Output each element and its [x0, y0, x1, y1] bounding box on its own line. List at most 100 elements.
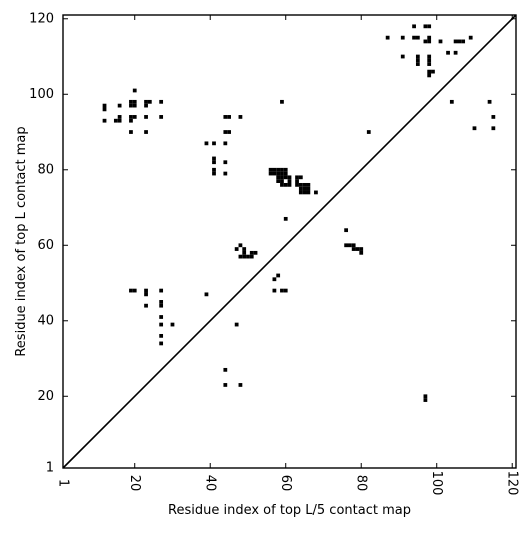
contact-point	[423, 39, 428, 44]
contact-point	[295, 182, 299, 187]
y-tick-label: 80	[37, 162, 54, 177]
contact-point	[204, 141, 209, 146]
contact-point	[427, 24, 432, 29]
contact-point	[117, 115, 122, 119]
contact-point	[159, 322, 164, 327]
contact-point	[144, 99, 148, 104]
contact-point	[280, 175, 284, 180]
contact-point	[385, 35, 390, 40]
contact-point	[431, 69, 435, 74]
contact-point	[238, 254, 243, 259]
contact-point	[129, 115, 133, 119]
contact-point	[415, 54, 420, 59]
contact-point	[234, 322, 239, 327]
contact-point	[102, 118, 107, 123]
contact-point	[283, 167, 288, 172]
contact-point	[129, 103, 133, 108]
x-tick-label: 100	[429, 471, 444, 496]
contact-point	[287, 182, 292, 187]
contact-point	[491, 126, 496, 131]
contact-point	[132, 288, 137, 293]
contact-point	[359, 250, 364, 255]
contact-point	[227, 115, 231, 119]
contact-point	[355, 247, 360, 251]
contact-point	[306, 182, 311, 187]
contact-point	[344, 228, 349, 233]
contact-point	[212, 160, 216, 165]
contact-point	[212, 171, 216, 176]
contact-point	[348, 243, 352, 248]
contact-point	[223, 383, 228, 387]
x-tick-label: 1	[56, 479, 71, 487]
contact-point	[400, 54, 405, 59]
contact-point	[283, 171, 288, 176]
x-tick-label: 80	[354, 475, 369, 492]
contact-point	[132, 99, 137, 104]
contact-point	[144, 115, 148, 119]
contact-point	[212, 167, 216, 172]
contact-point	[170, 322, 175, 327]
contact-point	[427, 54, 432, 59]
contact-point	[132, 115, 137, 119]
contact-point	[412, 35, 416, 40]
y-tick-label: 1	[46, 461, 54, 476]
contact-point	[280, 179, 284, 183]
contact-point	[280, 182, 284, 187]
contact-point	[159, 288, 164, 293]
plot-frame	[62, 14, 517, 469]
contact-point	[276, 273, 281, 278]
y-axis-label: Residue index of top L contact map	[14, 126, 29, 356]
contact-point	[272, 167, 277, 172]
contact-point	[223, 367, 228, 372]
contact-point	[223, 130, 228, 134]
contact-point	[351, 243, 356, 248]
contact-point	[159, 341, 164, 346]
contact-point	[268, 171, 273, 176]
contact-point	[306, 186, 311, 191]
contact-point	[276, 171, 281, 176]
contact-point	[144, 288, 148, 293]
contact-point	[366, 130, 371, 134]
contact-point	[453, 50, 458, 55]
contact-point	[144, 130, 148, 134]
contact-point	[159, 99, 164, 104]
contact-point	[314, 190, 318, 195]
contact-point	[117, 103, 122, 108]
y-tick-label: 100	[29, 87, 54, 102]
contact-point	[302, 182, 307, 187]
contact-point	[117, 118, 122, 123]
contact-point	[457, 39, 462, 44]
contact-point	[223, 141, 228, 146]
contact-point	[283, 288, 288, 293]
contact-point	[280, 99, 284, 104]
contact-point	[159, 115, 164, 119]
contact-point	[298, 190, 303, 195]
contact-point	[272, 171, 277, 176]
contact-point	[468, 35, 473, 40]
contact-point	[295, 175, 299, 180]
contact-point	[212, 141, 216, 146]
contact-point	[276, 179, 281, 183]
contact-point	[306, 190, 311, 195]
contact-point	[280, 288, 284, 293]
contact-point	[159, 303, 164, 308]
contact-point	[423, 24, 428, 29]
contact-point	[102, 107, 107, 112]
contact-point	[249, 254, 254, 259]
contact-point	[132, 103, 137, 108]
contact-point	[427, 35, 432, 40]
contact-point	[223, 115, 228, 119]
contact-point	[287, 179, 292, 183]
contact-point	[129, 288, 133, 293]
contact-point	[472, 126, 477, 131]
contact-point	[272, 277, 277, 282]
contact-point	[427, 39, 432, 44]
contact-point	[298, 182, 303, 187]
x-axis-label: Residue index of top L/5 contact map	[168, 503, 411, 518]
contact-point	[438, 39, 443, 44]
y-tick-label: 60	[37, 238, 54, 253]
contact-point	[238, 115, 243, 119]
contact-point	[102, 103, 107, 108]
